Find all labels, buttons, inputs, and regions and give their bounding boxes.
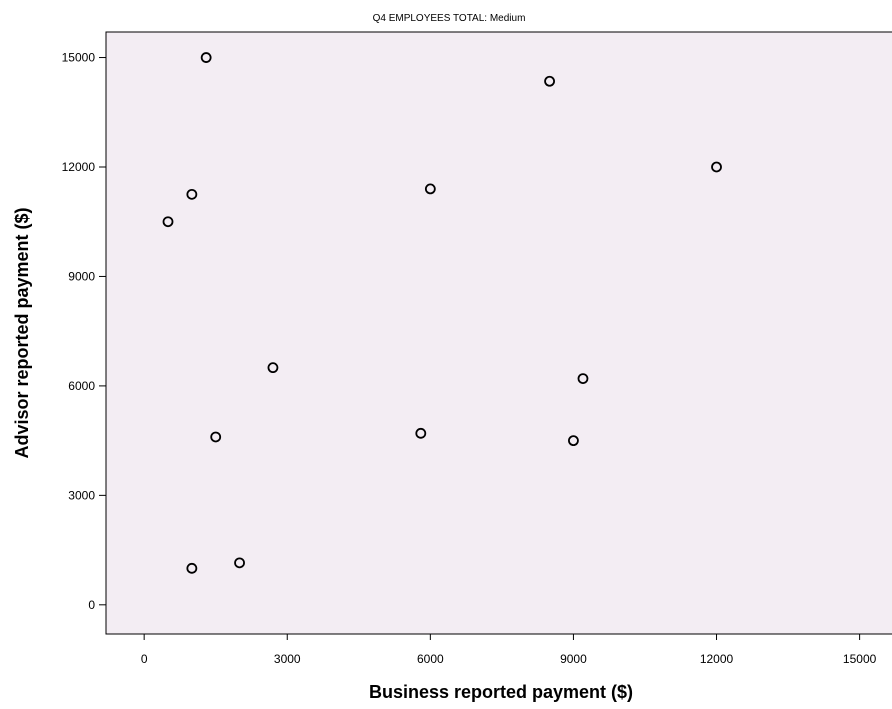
y-axis-title: Advisor reported payment ($) <box>12 207 32 458</box>
x-tick-label: 9000 <box>560 652 587 666</box>
x-tick-label: 0 <box>141 652 148 666</box>
data-point <box>234 557 245 569</box>
y-axis: 0 3000 6000 9000 12000 15000 <box>62 51 106 612</box>
y-tick-label: 9000 <box>68 269 95 283</box>
chart-title: Q4 EMPLOYEES TOTAL: Medium <box>373 13 526 24</box>
x-axis: 0 3000 6000 9000 12000 15000 <box>141 634 877 666</box>
data-point <box>162 216 174 228</box>
x-axis-title: Business reported payment ($) <box>369 682 633 702</box>
y-tick-label: 3000 <box>68 488 95 502</box>
y-tick-label: 15000 <box>62 51 96 65</box>
data-point <box>186 562 198 574</box>
x-tick-label: 3000 <box>274 652 301 666</box>
data-point <box>568 435 579 447</box>
data-point <box>267 362 279 374</box>
y-tick-label: 0 <box>88 598 95 612</box>
data-point <box>711 161 722 173</box>
data-point <box>186 188 198 200</box>
x-tick-label: 6000 <box>417 652 444 666</box>
data-point <box>424 183 436 195</box>
y-tick-label: 6000 <box>68 379 95 393</box>
data-point <box>200 52 212 63</box>
data-points <box>162 52 722 574</box>
data-point <box>415 427 427 439</box>
y-tick-label: 12000 <box>62 160 96 174</box>
data-point <box>577 373 589 385</box>
data-point <box>210 431 222 443</box>
x-tick-label: 15000 <box>843 652 877 666</box>
data-point <box>544 75 555 87</box>
plot-area <box>105 31 892 635</box>
x-tick-label: 12000 <box>700 652 734 666</box>
